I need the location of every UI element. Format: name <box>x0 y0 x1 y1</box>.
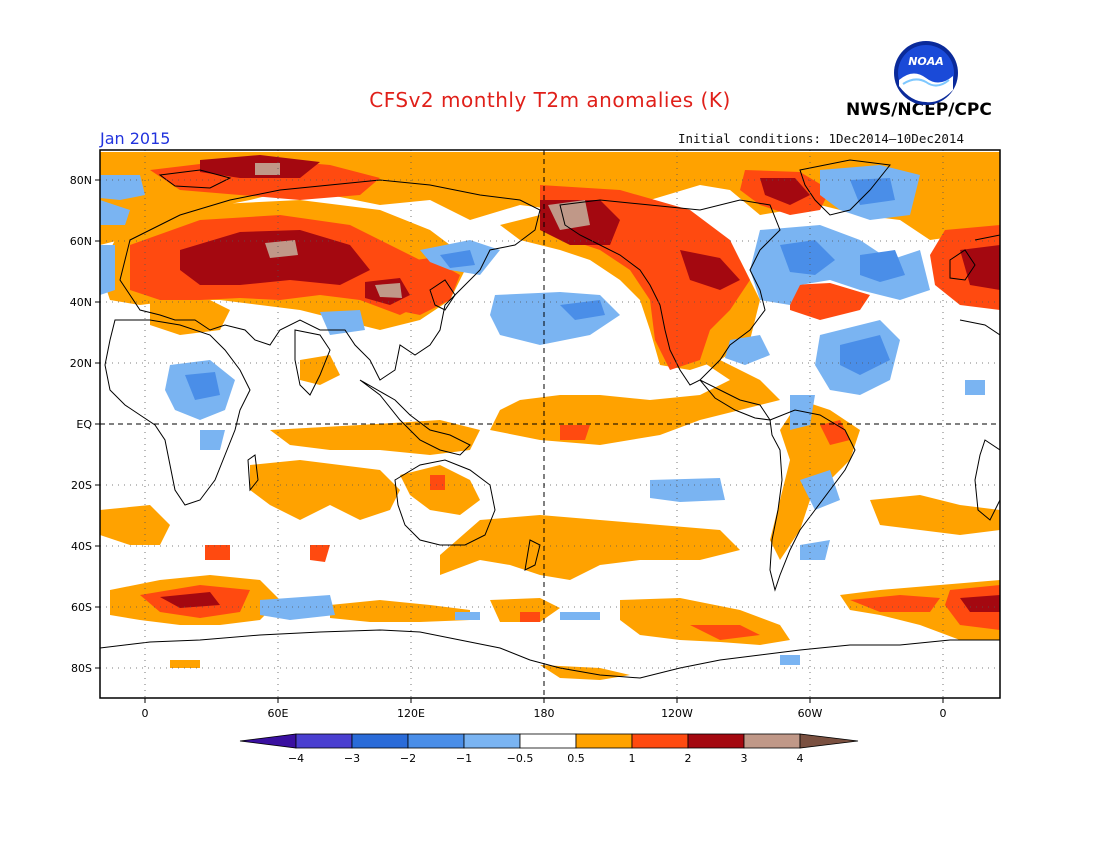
latitude-labels: 80N 60N 40N 20N EQ 20S 40S 60S 80S <box>70 174 93 675</box>
lat-label: 60S <box>71 601 92 614</box>
colorbar-segment <box>519 733 577 749</box>
lon-label: 60E <box>268 707 289 720</box>
colorbar-label: 2 <box>685 752 692 765</box>
lat-label: 60N <box>70 235 92 248</box>
lat-label: 40N <box>70 296 92 309</box>
lat-label: 80N <box>70 174 92 187</box>
lat-label: 40S <box>71 540 92 553</box>
axis-ticks <box>95 179 944 703</box>
lon-label: 180 <box>534 707 555 720</box>
lon-label: 60W <box>798 707 823 720</box>
lat-label: 20S <box>71 479 92 492</box>
colorbar-label: −1 <box>456 752 472 765</box>
equator-dateline <box>100 150 1000 698</box>
lon-label: 120W <box>661 707 693 720</box>
coastlines <box>100 159 1000 679</box>
lon-label: 120E <box>397 707 425 720</box>
colorbar <box>239 733 859 749</box>
colorbar-segment <box>351 733 409 749</box>
colorbar-label: −2 <box>400 752 416 765</box>
colorbar-segment <box>631 733 689 749</box>
colorbar-segment <box>575 733 633 749</box>
colorbar-segment <box>743 733 801 749</box>
colorbar-labels: −4 −3 −2 −1 −0.5 0.5 1 2 3 4 <box>288 752 804 765</box>
lat-label: EQ <box>76 418 92 431</box>
graticule <box>100 150 1000 698</box>
colorbar-segment <box>799 733 859 749</box>
forecast-month: Jan 2015 <box>100 129 171 148</box>
noaa-logo-text: NOAA <box>908 55 944 68</box>
colorbar-segment <box>407 733 465 749</box>
colorbar-label: −3 <box>344 752 360 765</box>
initial-conditions: Initial conditions: 1Dec2014–10Dec2014 <box>678 131 964 146</box>
lon-label: 0 <box>142 707 149 720</box>
agency-label: NWS/NCEP/CPC <box>846 100 992 120</box>
colorbar-segment <box>463 733 521 749</box>
colorbar-segment <box>687 733 745 749</box>
colorbar-label: −4 <box>288 752 304 765</box>
colorbar-label: 3 <box>741 752 748 765</box>
colorbar-segment <box>239 733 297 749</box>
colorbar-label: 1 <box>629 752 636 765</box>
noaa-logo-icon: NOAA <box>894 41 958 105</box>
lon-label: 0 <box>940 707 947 720</box>
cool-anomaly-regions <box>100 165 985 665</box>
longitude-labels: 0 60E 120E 180 120W 60W 0 <box>142 707 947 720</box>
chart-title: CFSv2 monthly T2m anomalies (K) <box>369 88 731 112</box>
extreme-warm-regions <box>255 163 590 298</box>
colorbar-label: 0.5 <box>567 752 585 765</box>
lat-label: 20N <box>70 357 92 370</box>
colorbar-label: −0.5 <box>507 752 534 765</box>
colorbar-segment <box>295 733 353 749</box>
colorbar-label: 4 <box>797 752 804 765</box>
lat-label: 80S <box>71 662 92 675</box>
